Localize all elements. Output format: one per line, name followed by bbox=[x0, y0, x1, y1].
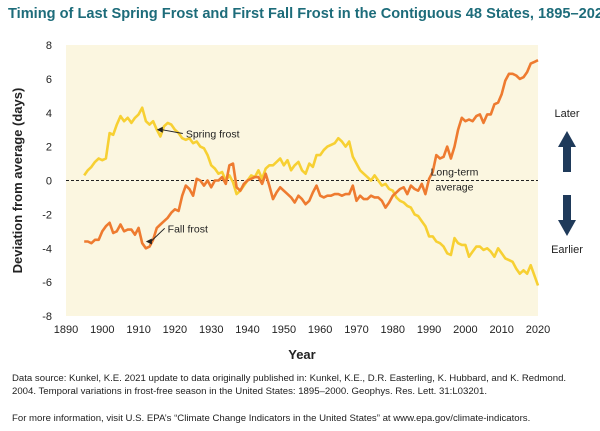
chart-title: Timing of Last Spring Frost and First Fa… bbox=[8, 6, 600, 22]
x-tick-label: 1950 bbox=[272, 324, 296, 336]
down-arrow-icon bbox=[558, 195, 576, 236]
up-arrow-icon bbox=[558, 131, 576, 172]
y-tick-label: 4 bbox=[46, 108, 52, 120]
x-tick-label: 2020 bbox=[526, 324, 550, 336]
annotation-arrowhead-icon bbox=[145, 238, 152, 245]
long-term-average-label-line2: average bbox=[436, 182, 474, 194]
series-annotations: Spring frost Fall frost bbox=[145, 126, 240, 245]
annotation-leader-line bbox=[161, 129, 183, 134]
x-tick-label: 1970 bbox=[344, 324, 368, 336]
y-axis-ticks: -8 -6 -4 -2 0 2 4 6 8 bbox=[42, 40, 52, 323]
x-tick-label: 1930 bbox=[199, 324, 223, 336]
annotation-leader-line bbox=[150, 227, 166, 242]
x-tick-label: 1900 bbox=[90, 324, 114, 336]
annotation-arrowhead-icon bbox=[156, 126, 163, 133]
later-label: Later bbox=[554, 108, 579, 120]
spring-frost-series-line bbox=[83, 106, 540, 286]
y-tick-label: 8 bbox=[46, 40, 52, 52]
earlier-label: Earlier bbox=[551, 244, 583, 256]
x-tick-label: 2000 bbox=[453, 324, 477, 336]
x-tick-label: 1890 bbox=[54, 324, 78, 336]
y-tick-label: -4 bbox=[42, 243, 52, 255]
data-source-note: Data source: Kunkel, K.E. 2021 update to… bbox=[12, 373, 567, 397]
frost-timing-chart: -8 -6 -4 -2 0 2 4 6 8 1890 1900 1910 1920 1930 1940 19… bbox=[10, 40, 583, 362]
x-tick-label: 1940 bbox=[235, 324, 259, 336]
x-axis-ticks: 1890 1900 1910 1920 1930 1940 1950 1960 1970 1980… bbox=[54, 324, 550, 336]
y-tick-label: -2 bbox=[42, 209, 52, 221]
y-tick-label: -8 bbox=[42, 311, 52, 323]
x-tick-label: 2010 bbox=[489, 324, 513, 336]
series-annotation-label: Spring frost bbox=[186, 128, 240, 140]
x-tick-label: 1990 bbox=[417, 324, 441, 336]
more-info-note: For more information, visit U.S. EPA’s “… bbox=[12, 413, 531, 424]
long-term-average-label-line1: Long-term bbox=[431, 167, 479, 179]
y-tick-label: 6 bbox=[46, 74, 52, 86]
y-axis-title: Deviation from average (days) bbox=[10, 88, 25, 274]
fall-frost-series-line bbox=[84, 59, 539, 250]
x-axis-title: Year bbox=[288, 347, 315, 362]
x-tick-label: 1980 bbox=[381, 324, 405, 336]
y-tick-label: 0 bbox=[46, 176, 52, 188]
x-tick-label: 1960 bbox=[308, 324, 332, 336]
x-tick-label: 1920 bbox=[163, 324, 187, 336]
x-tick-label: 1910 bbox=[126, 324, 150, 336]
series-annotation-label: Fall frost bbox=[168, 223, 208, 235]
y-tick-label: -6 bbox=[42, 277, 52, 289]
y-tick-label: 2 bbox=[46, 142, 52, 154]
